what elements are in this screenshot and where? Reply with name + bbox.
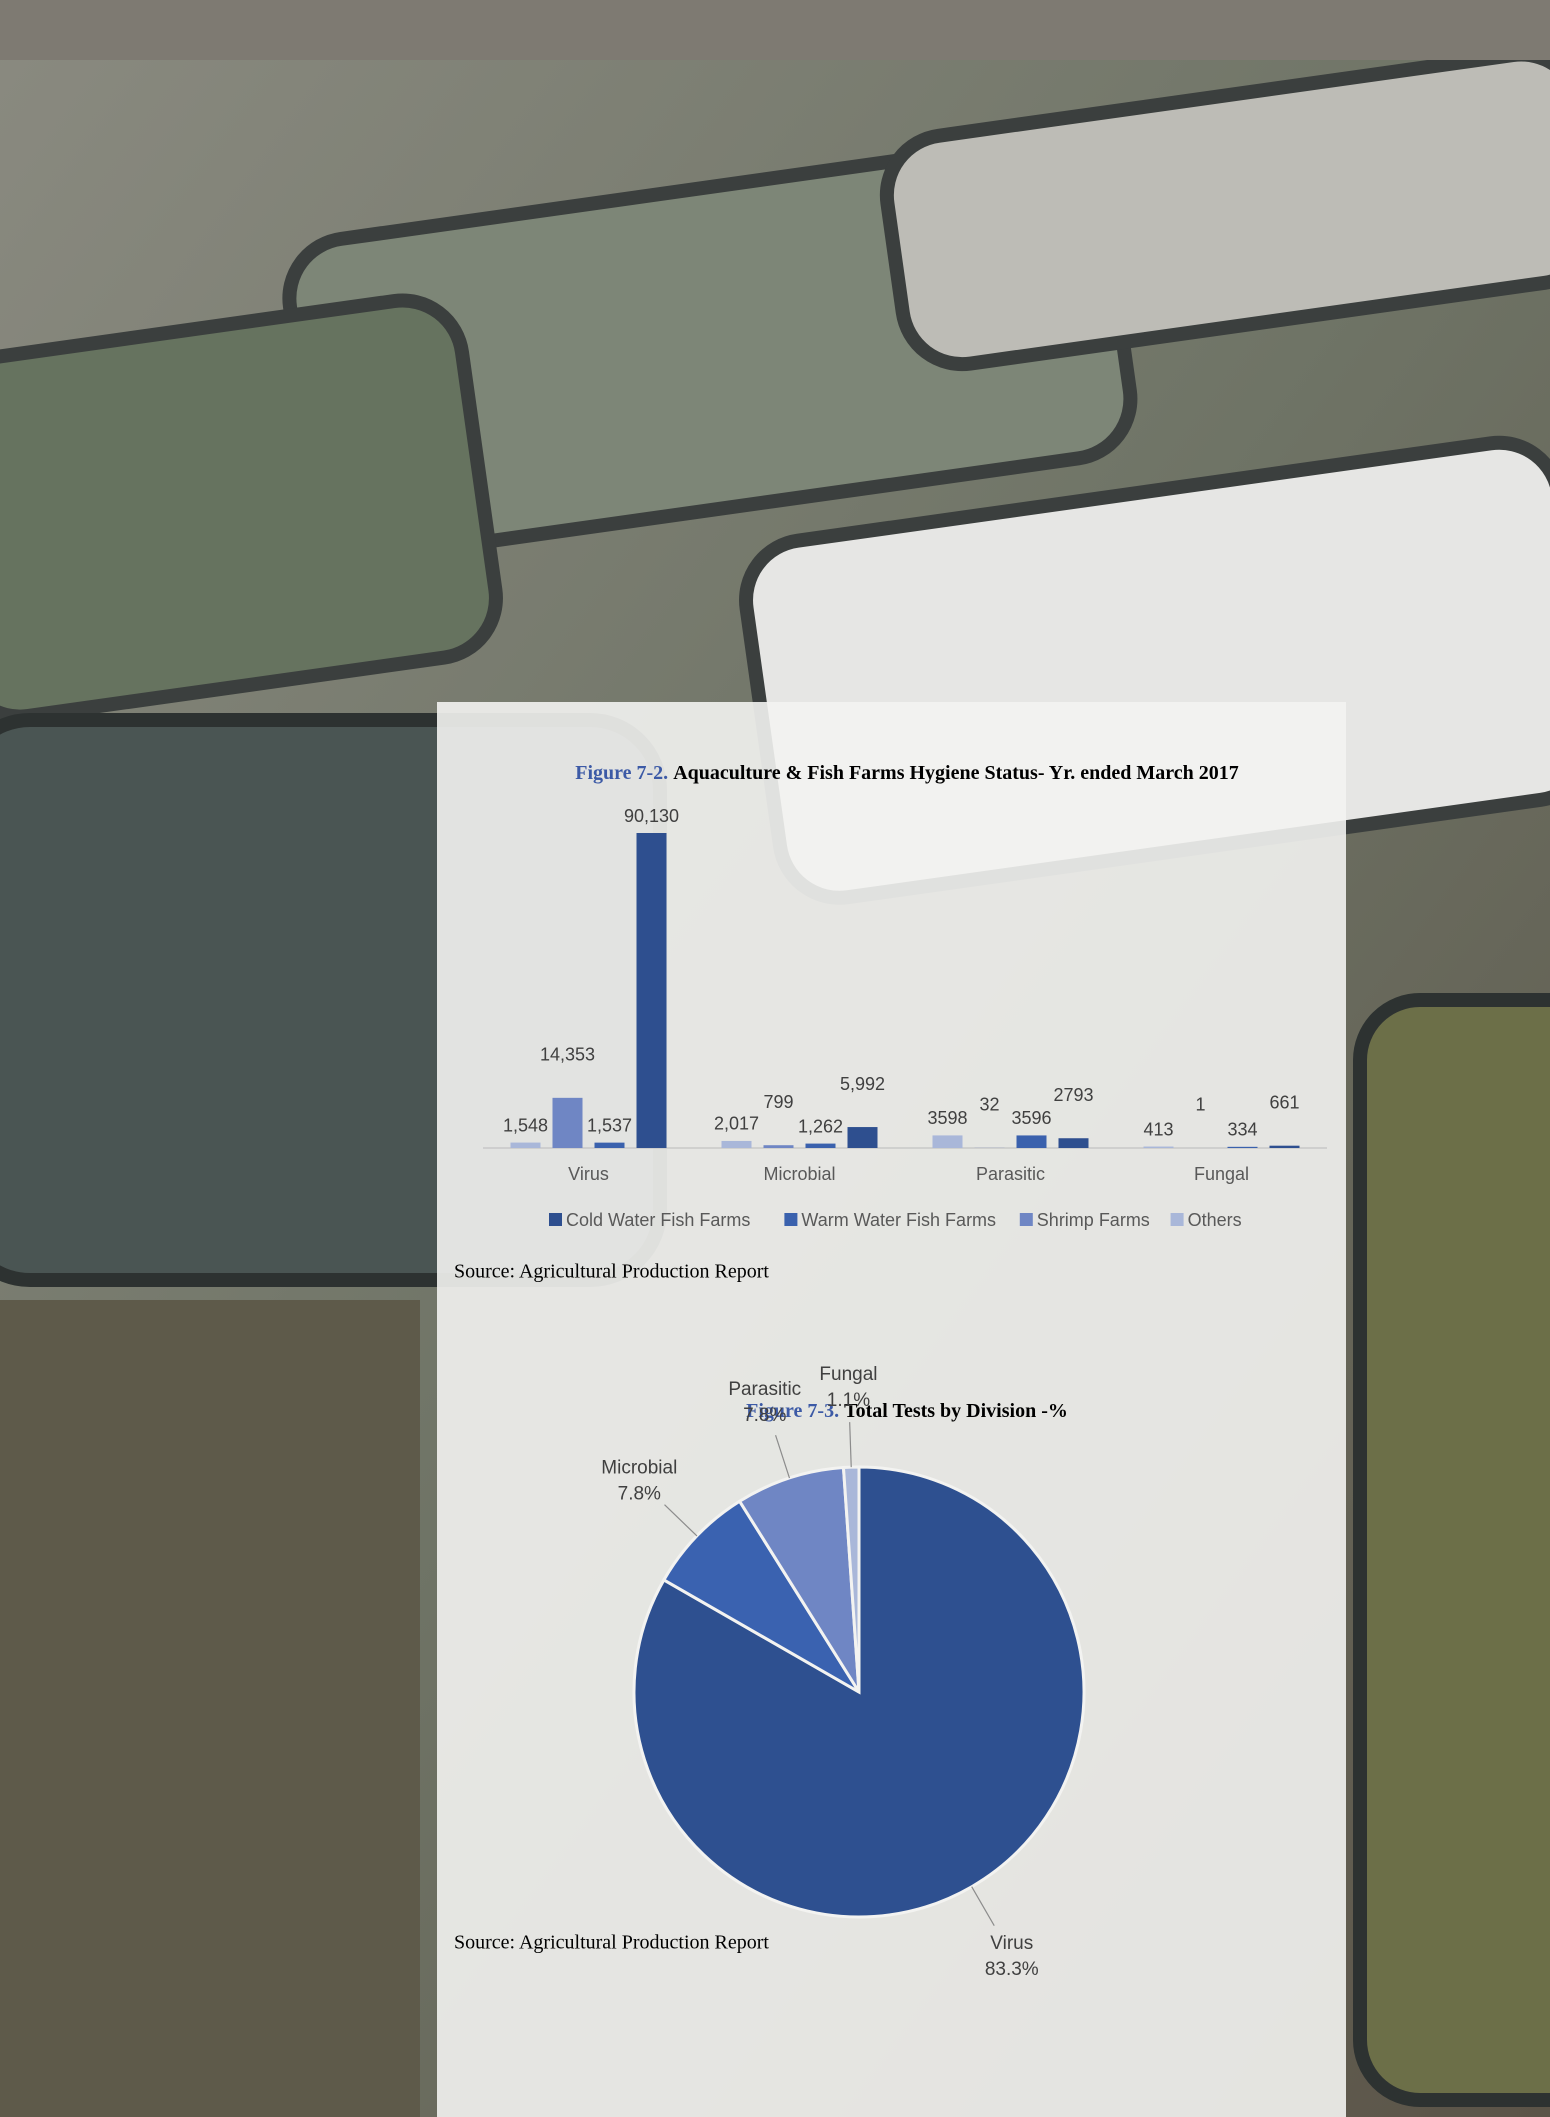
- leader-line: [971, 1886, 995, 1926]
- bar: [552, 1097, 583, 1148]
- pie-slice: [661, 1499, 861, 1694]
- title: Aquaculture & Fish Farms Hygiene Status-…: [673, 762, 1239, 784]
- value-label: 3596: [1011, 1108, 1051, 1128]
- legend-swatch: [1019, 1213, 1033, 1226]
- slice-label: 1.1%: [827, 1390, 870, 1411]
- bar: [721, 1140, 752, 1148]
- legend-label: Others: [1188, 1210, 1242, 1230]
- bar: [805, 1143, 836, 1148]
- figure-title: Figure 7-2. Aquaculture & Fish Farms Hygi…: [575, 762, 1239, 784]
- value-label: 413: [1143, 1119, 1173, 1139]
- slice-label: 7.8%: [743, 1405, 786, 1426]
- slice-category: Microbial: [601, 1457, 677, 1478]
- bar: [1058, 1138, 1089, 1148]
- x-tick-label: Parasitic: [976, 1164, 1045, 1184]
- value-label: 32: [979, 1095, 999, 1115]
- pie-slice: [737, 1465, 861, 1693]
- slice-category: Virus: [990, 1933, 1033, 1954]
- slice-category: Fungal: [819, 1364, 877, 1385]
- value-label: 1,262: [798, 1116, 843, 1136]
- leader-line: [664, 1504, 698, 1537]
- x-tick-label: Virus: [568, 1164, 609, 1184]
- value-label: 1,548: [503, 1115, 548, 1135]
- bar: [1227, 1146, 1258, 1148]
- bar: [636, 833, 667, 1148]
- source: Source: Agricultural Production Report: [454, 1261, 769, 1283]
- legend-swatch: [784, 1213, 798, 1226]
- bar: [1269, 1145, 1300, 1148]
- legend-label: Cold Water Fish Farms: [566, 1210, 750, 1230]
- legend-swatch: [549, 1213, 562, 1226]
- value-label: 661: [1269, 1092, 1299, 1112]
- slice-label: 83.3%: [985, 1959, 1039, 1980]
- bar: [510, 1142, 541, 1148]
- bar: [763, 1145, 794, 1148]
- title: Total Tests by Division -%: [844, 1400, 1068, 1422]
- value-label: 14,353: [540, 1045, 595, 1065]
- value-label: 90,130: [624, 806, 679, 826]
- value-label: 2,017: [714, 1114, 759, 1134]
- value-label: 334: [1227, 1120, 1257, 1140]
- value-label: 1: [1195, 1095, 1205, 1115]
- pie-slice: [841, 1465, 861, 1693]
- legend-swatch: [1170, 1213, 1184, 1226]
- value-label: 5,992: [840, 1074, 885, 1094]
- bar: [594, 1142, 625, 1148]
- value-label: 799: [763, 1092, 793, 1112]
- value-label: 3598: [927, 1108, 967, 1128]
- value-label: 2793: [1053, 1085, 1093, 1105]
- bar-figure: Figure 7-2. Aquaculture & Fish Farms Hygi…: [454, 762, 1327, 1283]
- leader-line: [774, 1435, 791, 1479]
- bar: [1143, 1146, 1174, 1148]
- x-tick-label: Fungal: [1194, 1164, 1249, 1184]
- figure-title: Figure 7-3. Total Tests by Division -%: [746, 1400, 1068, 1422]
- slice-category: Parasitic: [728, 1379, 801, 1400]
- bar: [932, 1135, 963, 1148]
- slice-label: 7.8%: [618, 1483, 661, 1504]
- source: Source: Agricultural Production Report: [454, 1932, 769, 1954]
- figure-label: Figure 7-3.: [746, 1400, 839, 1422]
- bar: [847, 1127, 878, 1148]
- legend-label: Shrimp Farms: [1037, 1210, 1150, 1230]
- pie-figure: Figure 7-3. Total Tests by Division -% So…: [454, 1364, 1086, 1980]
- figure-label: Figure 7-2.: [575, 762, 668, 784]
- x-tick-label: Microbial: [763, 1164, 835, 1184]
- value-label: 1,537: [587, 1115, 632, 1135]
- bar: [1016, 1135, 1047, 1148]
- legend-label: Warm Water Fish Farms: [801, 1210, 996, 1230]
- leader-line: [849, 1422, 852, 1468]
